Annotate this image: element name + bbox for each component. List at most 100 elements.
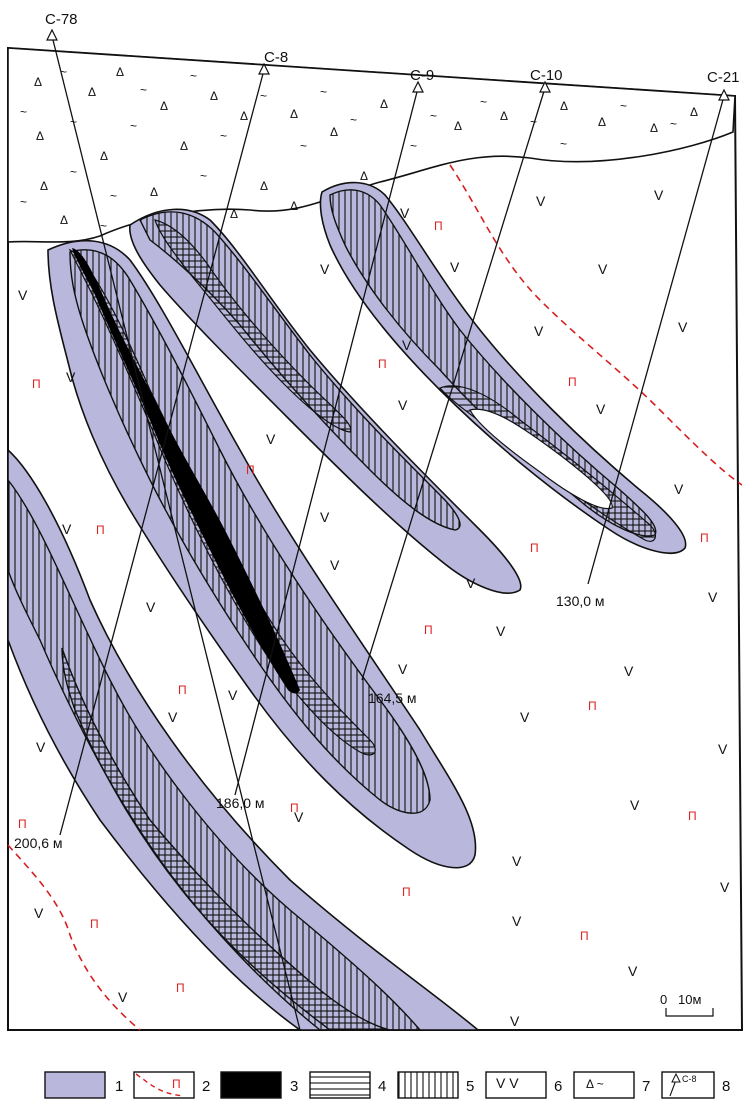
svg-text:~: ~ (140, 83, 147, 97)
svg-text:V: V (520, 709, 530, 725)
svg-text:Δ: Δ (88, 85, 96, 99)
svg-text:Δ: Δ (380, 97, 388, 111)
hatch-band-main (69, 249, 431, 814)
drillhole-collars (46, 28, 730, 101)
drillhole-label-c78: С-78 (45, 11, 78, 28)
legend-num-6: 6 (554, 1078, 562, 1095)
svg-text:V: V (66, 369, 76, 385)
svg-text:V: V (320, 261, 330, 277)
volcanic-symbols: П П П П П П П П П П П П П П П П П П (18, 219, 709, 995)
legend-symbol-6: V V (496, 1075, 519, 1091)
svg-text:V: V (398, 661, 408, 677)
svg-text:V: V (168, 709, 178, 725)
svg-text:V: V (628, 963, 638, 979)
basalt-symbols: V V V V V V V V V V V V V V V V V V V V … (18, 187, 730, 1029)
drillhole-line-c10 (361, 87, 546, 681)
svg-text:V: V (512, 913, 522, 929)
svg-text:V: V (510, 1013, 520, 1029)
svg-text:Δ: Δ (690, 105, 698, 119)
collar-icon-c78 (46, 28, 58, 41)
svg-text:Δ: Δ (150, 185, 158, 199)
drillhole-label-c10: С-10 (530, 67, 563, 84)
svg-text:Δ: Δ (330, 125, 338, 139)
svg-text:П: П (434, 219, 443, 233)
svg-text:П: П (246, 463, 255, 477)
svg-text:~: ~ (620, 99, 627, 113)
svg-text:V: V (18, 287, 28, 303)
svg-text:~: ~ (480, 95, 487, 109)
collar-icon-c10 (539, 80, 551, 93)
svg-text:П: П (688, 809, 697, 823)
svg-text:~: ~ (220, 129, 227, 143)
drillhole-label-c21: С-21 (707, 69, 740, 86)
legend-swatch-4 (309, 1071, 371, 1099)
svg-text:~: ~ (410, 139, 417, 153)
svg-text:V: V (718, 741, 728, 757)
svg-text:V: V (36, 739, 46, 755)
svg-text:Δ: Δ (36, 129, 44, 143)
scale-zero: 0 (660, 992, 667, 1007)
svg-text:Δ: Δ (210, 89, 218, 103)
legend-num-1: 1 (115, 1078, 123, 1095)
svg-text:V: V (34, 905, 44, 921)
contact-line-lower-left (7, 844, 141, 1031)
svg-text:V: V (402, 337, 412, 353)
svg-text:V: V (654, 187, 664, 203)
svg-text:V: V (674, 481, 684, 497)
svg-text:Δ: Δ (560, 99, 568, 113)
scale-value: 10м (678, 992, 701, 1007)
svg-text:П: П (568, 375, 577, 389)
svg-text:П: П (178, 683, 187, 697)
svg-text:П: П (424, 623, 433, 637)
drillhole-label-c8: С-8 (264, 49, 288, 66)
legend-swatch-5 (397, 1071, 459, 1099)
ore-band-upper-middle (154, 219, 352, 433)
svg-text:V: V (630, 797, 640, 813)
svg-text:~: ~ (100, 219, 107, 233)
svg-text:Δ: Δ (500, 109, 508, 123)
legend-swatch-3 (220, 1071, 282, 1099)
svg-text:П: П (402, 885, 411, 899)
svg-text:V: V (596, 401, 606, 417)
drillhole-label-c9: С-9 (410, 67, 434, 84)
svg-text:Δ: Δ (454, 119, 462, 133)
legend-symbol-8: С-8 (682, 1074, 697, 1084)
collar-icon-c21 (718, 88, 730, 101)
collar-icon-c9 (412, 80, 424, 93)
legend-num-3: 3 (290, 1078, 298, 1095)
collar-icon-c8 (258, 62, 270, 75)
ore-band-lower-left (61, 647, 391, 1031)
svg-text:Δ: Δ (180, 139, 188, 153)
svg-text:Δ: Δ (100, 149, 108, 163)
legend-num-4: 4 (378, 1078, 386, 1095)
svg-text:П: П (18, 817, 27, 831)
depth-label-c9: 186,0 м (216, 795, 265, 811)
svg-text:П: П (588, 699, 597, 713)
svg-text:V: V (400, 205, 410, 221)
drillholes (51, 35, 725, 1031)
svg-text:V: V (62, 521, 72, 537)
svg-text:П: П (580, 929, 589, 943)
svg-text:V: V (708, 589, 718, 605)
svg-text:П: П (32, 377, 41, 391)
drillhole-line-c78 (51, 35, 301, 1031)
svg-text:V: V (266, 431, 276, 447)
svg-text:V: V (228, 687, 238, 703)
legend-num-8: 8 (722, 1078, 730, 1095)
legend-swatch-7 (573, 1071, 635, 1099)
svg-text:П: П (176, 981, 185, 995)
svg-text:V: V (466, 575, 476, 591)
svg-text:Δ: Δ (230, 207, 238, 221)
legend-num-5: 5 (466, 1078, 474, 1095)
ore-solid-main (72, 248, 300, 694)
svg-text:~: ~ (350, 113, 357, 127)
svg-text:Δ: Δ (598, 115, 606, 129)
breccia-symbols: Δ Δ Δ Δ Δ Δ Δ Δ Δ Δ Δ Δ Δ Δ Δ Δ Δ Δ Δ Δ … (20, 65, 698, 233)
svg-text:~: ~ (20, 105, 27, 119)
svg-text:Δ: Δ (290, 107, 298, 121)
svg-text:V: V (330, 557, 340, 573)
svg-text:Δ: Δ (290, 199, 298, 213)
scale-bar: 0 10м (660, 992, 714, 1017)
svg-text:Δ: Δ (260, 179, 268, 193)
